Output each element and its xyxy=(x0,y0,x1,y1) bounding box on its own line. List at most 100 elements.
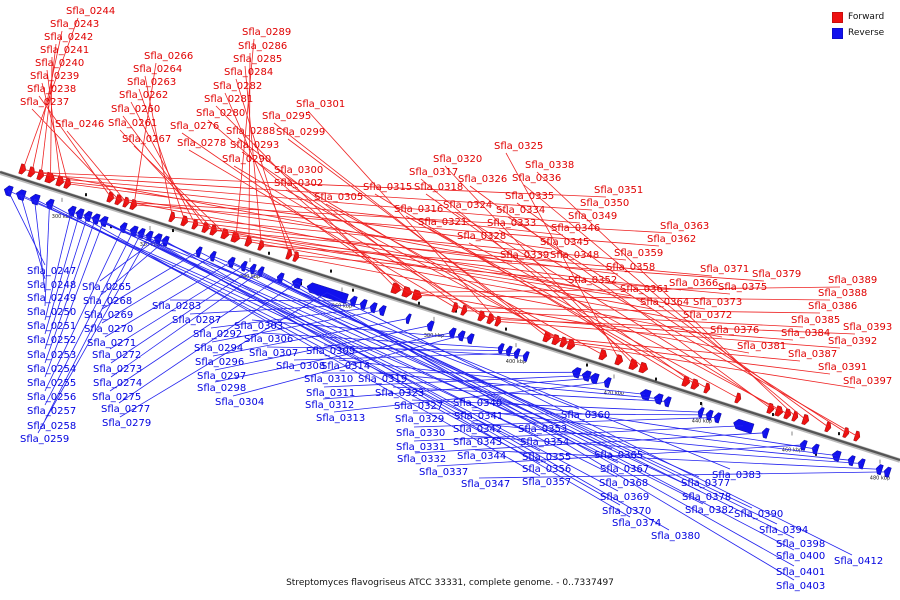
reverse-leader-line xyxy=(44,215,88,350)
reverse-gene-label: Sfla_0323 xyxy=(375,388,424,399)
forward-leader-line xyxy=(498,321,841,349)
axis-tick-label: 420 kbp xyxy=(604,390,624,396)
reverse-leader-line xyxy=(478,471,888,479)
forward-gene-label: Sfla_0346 xyxy=(551,223,600,234)
reverse-gene-label: Sfla_0252 xyxy=(27,335,76,346)
reverse-leader-line xyxy=(140,232,631,518)
reverse-leader-line xyxy=(44,203,50,307)
reverse-gene-label: Sfla_0327 xyxy=(394,401,443,412)
reverse-leader-line xyxy=(7,190,46,266)
reverse-gene-label: Sfla_0265 xyxy=(82,282,131,293)
forward-gene-label: Sfla_0366 xyxy=(669,278,718,289)
forward-leader-line xyxy=(523,184,807,421)
reverse-gene-label: Sfla_0309 xyxy=(306,346,355,357)
forward-gene-label: Sfla_0385 xyxy=(791,315,840,326)
forward-gene-label: Sfla_0351 xyxy=(594,185,643,196)
feature-tick-mark xyxy=(772,413,774,417)
forward-gene-label: Sfla_0339 xyxy=(500,250,549,261)
forward-gene-label: Sfla_0361 xyxy=(620,284,669,295)
forward-gene-label: Sfla_0295 xyxy=(262,111,311,122)
reverse-leader-line xyxy=(71,210,541,477)
reverse-gene-label: Sfla_0341 xyxy=(454,411,503,422)
reverse-gene-label: Sfla_0394 xyxy=(759,525,808,536)
reverse-gene-label: Sfla_0306 xyxy=(244,334,293,345)
reverse-leader-line xyxy=(44,218,96,364)
forward-leader-line xyxy=(547,336,801,362)
feature-tick-mark xyxy=(838,432,840,436)
reverse-gene-label: Sfla_0340 xyxy=(453,398,502,409)
forward-gene-label: Sfla_0316 xyxy=(394,204,443,215)
reverse-leader-line xyxy=(37,235,150,434)
reverse-gene-arrow xyxy=(883,466,892,478)
forward-leader-line xyxy=(66,130,127,203)
forward-leader-line xyxy=(138,88,186,222)
reverse-gene-label: Sfla_0308 xyxy=(276,361,325,372)
reverse-leader-line xyxy=(109,277,281,392)
feature-tick-mark xyxy=(268,251,270,255)
forward-leader-line xyxy=(289,254,731,295)
forward-leader-line xyxy=(224,92,297,258)
forward-gene-label: Sfla_0391 xyxy=(818,362,867,373)
forward-gene-label: Sfla_0299 xyxy=(276,127,325,138)
forward-gene-label: Sfla_0302 xyxy=(274,178,323,189)
forward-gene-label: Sfla_0317 xyxy=(409,167,458,178)
reverse-gene-arrow xyxy=(349,295,358,307)
forward-gene-label: Sfla_0338 xyxy=(525,160,574,171)
forward-leader-line xyxy=(118,199,581,288)
forward-gene-arrow xyxy=(285,248,293,260)
reverse-gene-arrow xyxy=(857,458,866,470)
reverse-gene-arrow xyxy=(426,320,435,332)
forward-leader-line xyxy=(417,295,831,301)
reverse-gene-label: Sfla_0398 xyxy=(776,539,825,550)
reverse-leader-line xyxy=(252,268,795,539)
feature-tick-mark xyxy=(85,193,87,197)
reverse-gene-label: Sfla_0353 xyxy=(518,424,567,435)
reverse-leader-line xyxy=(296,282,795,581)
forward-gene-label: Sfla_0375 xyxy=(718,282,767,293)
reverse-gene-label: Sfla_0314 xyxy=(321,361,370,372)
forward-gene-label: Sfla_0284 xyxy=(224,67,273,78)
forward-gene-label: Sfla_0345 xyxy=(540,237,589,248)
reverse-gene-label: Sfla_0257 xyxy=(27,406,76,417)
forward-gene-label: Sfla_0389 xyxy=(828,275,877,286)
reverse-gene-label: Sfla_0297 xyxy=(197,371,246,382)
reverse-leader-line xyxy=(260,271,795,551)
forward-leader-line xyxy=(119,129,215,231)
forward-gene-label: Sfla_0315 xyxy=(363,182,412,193)
legend-forward-label: Forward xyxy=(848,12,885,22)
reverse-leader-line xyxy=(44,220,104,378)
forward-leader-line xyxy=(122,115,207,229)
axis-tick-label: 320 kbp xyxy=(140,242,160,248)
forward-leader-line xyxy=(468,242,789,415)
forward-gene-label: Sfla_0260 xyxy=(111,104,160,115)
forward-leader-line xyxy=(490,318,856,335)
reverse-leader-line xyxy=(101,255,213,324)
forward-leader-line xyxy=(188,149,456,309)
reverse-gene-label: Sfla_0296 xyxy=(195,357,244,368)
forward-leader-line xyxy=(261,245,765,282)
forward-gene-label: Sfla_0241 xyxy=(40,45,89,56)
reverse-leader-line xyxy=(323,375,587,388)
forward-gene-label: Sfla_0388 xyxy=(818,288,867,299)
forward-leader-line xyxy=(46,69,61,182)
forward-leader-line xyxy=(241,151,483,317)
forward-leader-line xyxy=(181,132,418,296)
feature-tick-mark xyxy=(172,229,174,233)
forward-gene-label: Sfla_0281 xyxy=(204,94,253,105)
reverse-gene-label: Sfla_0271 xyxy=(87,338,136,349)
reverse-gene-label: Sfla_0412 xyxy=(834,556,883,567)
forward-gene-label: Sfla_0261 xyxy=(108,118,157,129)
axis-tick-label: 360 kbp xyxy=(332,303,352,309)
feature-tick-mark xyxy=(700,402,702,405)
reverse-gene-label: Sfla_0303 xyxy=(234,321,283,332)
reverse-gene-label: Sfla_0383 xyxy=(712,470,761,481)
forward-gene-label: Sfla_0336 xyxy=(512,173,561,184)
reverse-gene-label: Sfla_0374 xyxy=(612,518,661,529)
forward-leader-line xyxy=(67,183,553,250)
forward-gene-label: Sfla_0243 xyxy=(50,19,99,30)
reverse-gene-label: Sfla_0380 xyxy=(651,531,700,542)
reverse-gene-label: Sfla_0401 xyxy=(776,567,825,578)
forward-gene-arrow xyxy=(614,354,624,366)
reverse-leader-line xyxy=(251,319,471,339)
forward-leader-line xyxy=(133,145,226,235)
